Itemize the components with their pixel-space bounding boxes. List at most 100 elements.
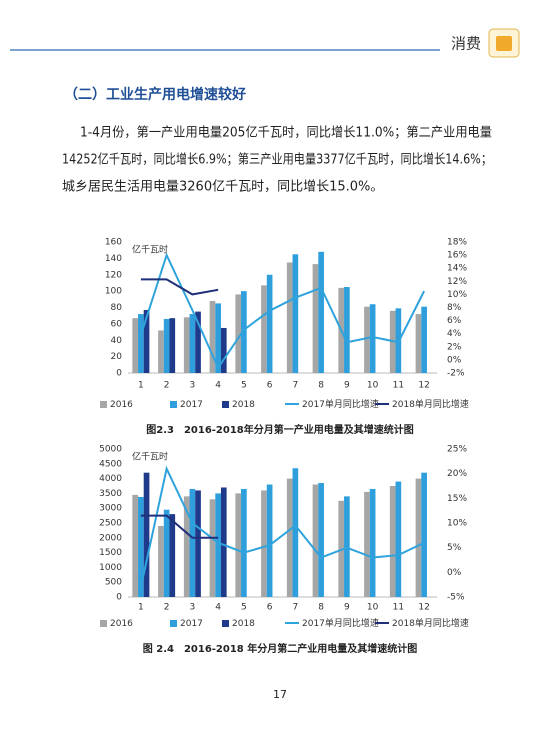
y2-tick-label: 6%	[447, 316, 462, 326]
x-tick-label: 9	[344, 381, 350, 391]
y-tick-label: 100	[105, 287, 122, 297]
y2-tick-label: -5%	[447, 593, 465, 603]
bar	[220, 327, 227, 373]
chart-caption: 图2.3 2016-2018年分月第一产业用电量及其增速统计图	[146, 423, 414, 436]
legend-label: 2018	[232, 619, 255, 629]
bar	[261, 285, 267, 373]
x-tick-label: 12	[418, 603, 429, 613]
bar	[312, 484, 319, 597]
y-tick-label: 140	[105, 254, 122, 264]
x-tick-label: 12	[418, 381, 429, 391]
bar	[369, 304, 376, 373]
x-tick-label: 1	[138, 381, 144, 391]
x-tick-label: 11	[393, 603, 404, 613]
y2-tick-label: 10%	[447, 290, 467, 300]
x-tick-label: 7	[293, 603, 299, 613]
y-tick-label: 20	[111, 352, 123, 362]
legend-label: 2017单月同比增速	[302, 617, 379, 629]
legend-label: 2016	[110, 400, 133, 410]
y-tick-label: 5000	[99, 445, 122, 455]
x-tick-label: 11	[393, 381, 404, 391]
x-tick-label: 3	[190, 381, 196, 391]
page-number: 17	[273, 688, 287, 701]
x-tick-label: 5	[241, 603, 247, 613]
bar	[158, 525, 164, 597]
bar	[132, 494, 139, 597]
chart-caption: 图 2.4 2016-2018 年分月第二产业用电量及其增速统计图	[143, 642, 418, 655]
bar	[183, 496, 190, 597]
y2-tick-label: 15%	[447, 494, 467, 504]
y2-tick-label: -2%	[447, 369, 465, 379]
bar	[389, 486, 396, 597]
bar	[189, 488, 196, 597]
x-tick-label: 10	[367, 603, 379, 613]
bar	[364, 306, 370, 373]
x-tick-label: 8	[318, 381, 324, 391]
legend-swatch	[170, 620, 177, 627]
bar	[421, 472, 427, 597]
legend-swatch	[100, 620, 107, 627]
x-tick-label: 7	[293, 381, 299, 391]
x-tick-label: 9	[344, 603, 350, 613]
bar	[292, 468, 299, 597]
y2-tick-label: 0%	[447, 568, 462, 578]
legend-label: 2018	[232, 400, 255, 410]
x-tick-label: 3	[190, 603, 196, 613]
y-tick-label: 500	[105, 578, 122, 588]
y-tick-label: 40	[111, 336, 123, 346]
bar	[195, 311, 201, 373]
y-tick-label: 120	[105, 270, 122, 280]
bar	[318, 483, 324, 597]
y-axis-label: 亿千瓦时	[132, 451, 168, 463]
y-tick-label: 60	[111, 319, 123, 329]
bar	[215, 303, 221, 373]
bar	[292, 254, 299, 373]
bar	[266, 484, 273, 597]
section-title: （二）工业生产用电增速较好	[64, 86, 246, 103]
y-tick-label: 0	[116, 593, 122, 603]
bar	[138, 496, 144, 597]
y-tick-label: 2000	[99, 533, 122, 543]
y2-tick-label: 10%	[447, 519, 467, 529]
y2-tick-label: 16%	[447, 251, 467, 261]
header-section: 消费	[451, 35, 481, 53]
bar	[143, 309, 150, 373]
legend-label: 2017	[180, 400, 203, 410]
bar	[312, 264, 319, 373]
y2-tick-label: 8%	[447, 303, 462, 313]
x-tick-label: 2	[164, 381, 170, 391]
bar	[395, 481, 402, 597]
y-tick-label: 2500	[99, 519, 122, 529]
bar	[220, 487, 227, 597]
y2-tick-label: 20%	[447, 469, 467, 479]
legend-label: 2017单月同比增速	[302, 398, 379, 410]
line	[139, 465, 425, 588]
y2-tick-label: 2%	[447, 342, 462, 352]
line	[140, 278, 219, 296]
x-tick-label: 10	[367, 381, 379, 391]
bar	[235, 294, 242, 373]
bar	[369, 488, 376, 597]
legend-swatch	[170, 401, 177, 408]
y-tick-label: 80	[111, 303, 123, 313]
bar	[163, 318, 170, 373]
bar	[286, 262, 293, 373]
y-tick-label: 1500	[99, 548, 122, 558]
y2-tick-label: 5%	[447, 543, 462, 553]
y-tick-label: 4000	[99, 474, 122, 484]
x-tick-label: 1	[138, 603, 144, 613]
bar	[415, 314, 422, 373]
paragraph-line: 城乡居民生活用电量3260亿千瓦时，同比增长15.0%。	[62, 180, 383, 195]
legend-label: 2018单月同比增速	[392, 398, 469, 410]
bar	[189, 314, 196, 373]
bar	[241, 488, 247, 597]
bar	[195, 490, 201, 597]
legend-label: 2018单月同比增速	[392, 617, 469, 629]
x-tick-label: 4	[215, 381, 221, 391]
line	[140, 514, 219, 539]
bar	[209, 300, 216, 373]
y-tick-label: 4500	[99, 459, 122, 469]
bar	[143, 472, 150, 597]
bar	[266, 274, 273, 373]
